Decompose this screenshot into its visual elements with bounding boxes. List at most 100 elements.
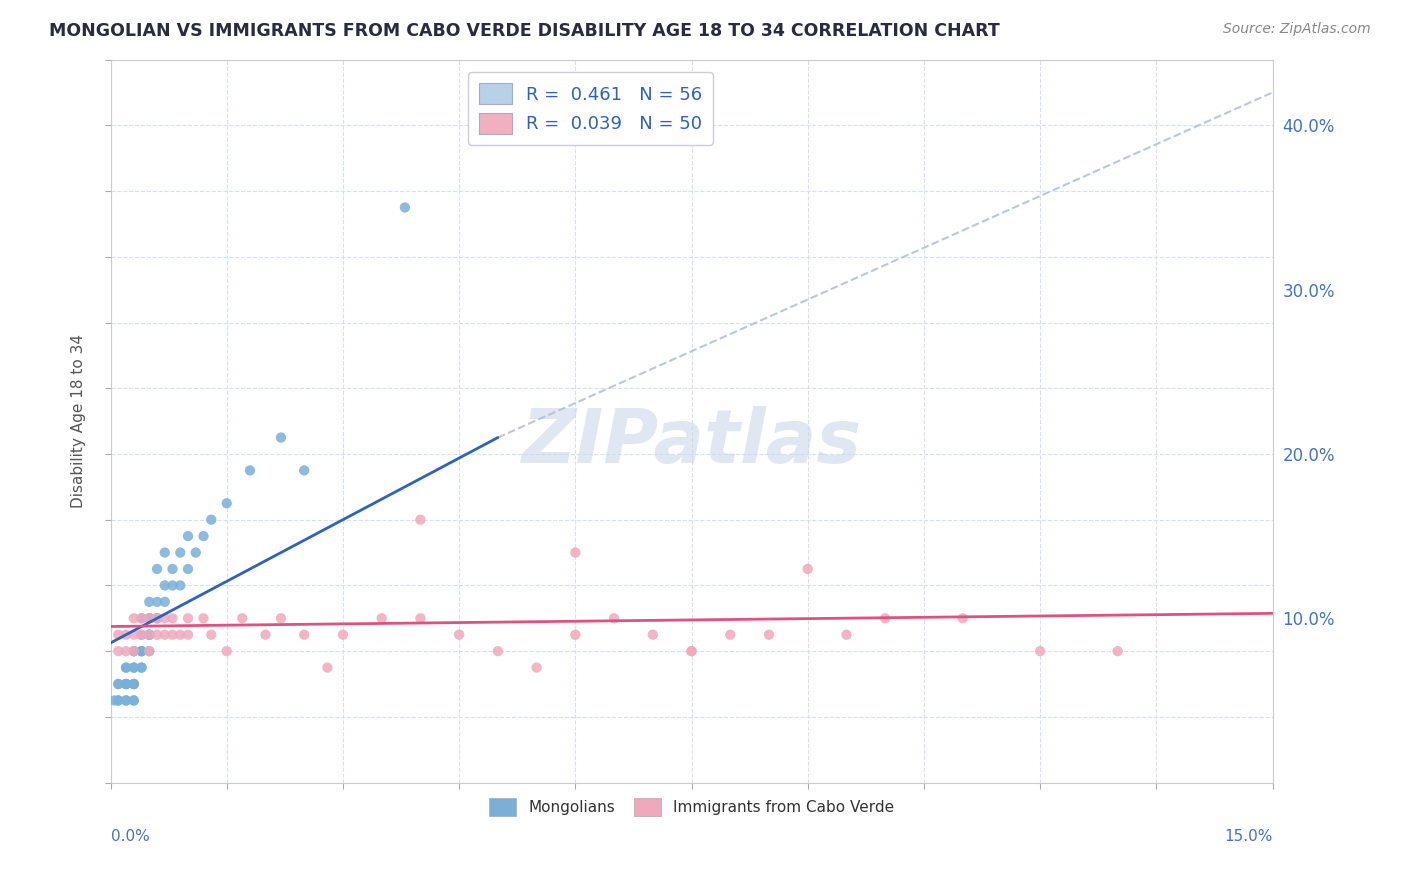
Point (215, 496, 238, 510)
Point (681, 644, 703, 658)
Point (138, 644, 160, 658)
Point (122, 628, 145, 642)
Point (122, 660, 145, 674)
Point (146, 611, 169, 625)
Point (526, 660, 548, 674)
Point (200, 513, 222, 527)
Point (131, 611, 153, 625)
Point (131, 628, 153, 642)
Point (107, 644, 129, 658)
Point (146, 562, 169, 576)
Point (370, 611, 392, 625)
Point (796, 562, 818, 576)
Point (162, 578, 184, 592)
Point (1107, 644, 1129, 658)
Point (131, 644, 153, 658)
Point (115, 628, 138, 642)
Point (162, 611, 184, 625)
Point (146, 611, 169, 625)
Point (122, 660, 145, 674)
Point (115, 693, 138, 707)
Point (177, 562, 200, 576)
Point (115, 660, 138, 674)
Point (131, 644, 153, 658)
Point (122, 677, 145, 691)
Point (231, 611, 253, 625)
Point (146, 628, 169, 642)
Point (131, 611, 153, 625)
Point (254, 628, 277, 642)
Point (103, 693, 125, 707)
Point (138, 595, 160, 609)
Point (138, 611, 160, 625)
Text: MONGOLIAN VS IMMIGRANTS FROM CABO VERDE DISABILITY AGE 18 TO 34 CORRELATION CHAR: MONGOLIAN VS IMMIGRANTS FROM CABO VERDE … (49, 22, 1000, 40)
Point (332, 628, 354, 642)
Point (153, 578, 176, 592)
Point (131, 628, 153, 642)
Point (115, 693, 138, 707)
Point (115, 644, 138, 658)
Point (146, 611, 169, 625)
Point (184, 545, 207, 559)
Point (107, 677, 129, 691)
Point (215, 644, 238, 658)
Point (641, 628, 664, 642)
Point (153, 595, 176, 609)
Point (169, 628, 191, 642)
Point (564, 545, 586, 559)
Legend: Mongolians, Immigrants from Cabo Verde: Mongolians, Immigrants from Cabo Verde (482, 792, 900, 822)
Point (153, 545, 176, 559)
Point (107, 693, 129, 707)
Point (1029, 644, 1052, 658)
Point (409, 611, 432, 625)
Point (952, 611, 974, 625)
Point (138, 611, 160, 625)
Point (486, 644, 509, 658)
Point (146, 595, 169, 609)
Point (193, 529, 215, 543)
Point (169, 545, 191, 559)
Point (138, 611, 160, 625)
Point (131, 660, 153, 674)
Point (292, 628, 315, 642)
Point (875, 611, 897, 625)
Point (122, 693, 145, 707)
Text: Source: ZipAtlas.com: Source: ZipAtlas.com (1223, 22, 1371, 37)
Point (193, 611, 215, 625)
Point (115, 677, 138, 691)
Text: ZIPatlas: ZIPatlas (522, 406, 862, 479)
Point (316, 660, 339, 674)
Point (138, 628, 160, 642)
Point (122, 644, 145, 658)
Point (270, 431, 292, 445)
Point (758, 628, 780, 642)
Point (138, 644, 160, 658)
Point (122, 644, 145, 658)
Point (200, 628, 222, 642)
Point (169, 578, 191, 592)
Point (122, 677, 145, 691)
Point (292, 463, 315, 477)
Point (107, 693, 129, 707)
Point (564, 628, 586, 642)
Point (115, 677, 138, 691)
Point (177, 529, 200, 543)
Point (122, 677, 145, 691)
Point (115, 677, 138, 691)
Point (153, 628, 176, 642)
Point (270, 611, 292, 625)
Point (681, 644, 703, 658)
Point (162, 628, 184, 642)
Y-axis label: Disability Age 18 to 34: Disability Age 18 to 34 (72, 334, 86, 508)
Point (122, 644, 145, 658)
Point (177, 628, 200, 642)
Point (107, 628, 129, 642)
Point (394, 201, 416, 215)
Point (409, 513, 432, 527)
Text: 15.0%: 15.0% (1225, 829, 1272, 844)
Point (138, 628, 160, 642)
Point (603, 611, 626, 625)
Point (177, 611, 200, 625)
Point (131, 644, 153, 658)
Point (153, 611, 176, 625)
